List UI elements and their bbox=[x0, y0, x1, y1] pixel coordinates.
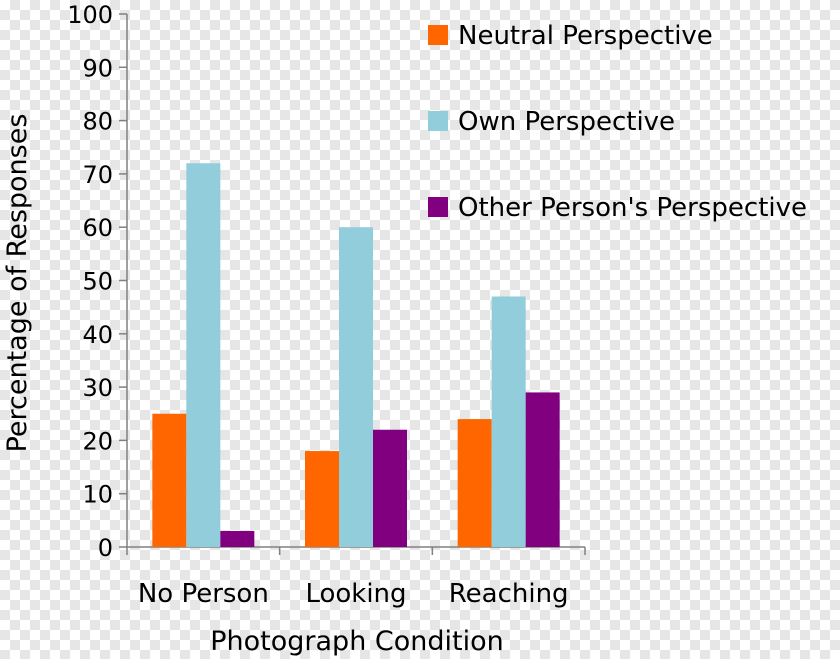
legend-swatch bbox=[428, 25, 448, 45]
bar bbox=[525, 392, 560, 547]
legend-swatch bbox=[428, 111, 448, 131]
bar bbox=[491, 296, 526, 547]
bar bbox=[339, 227, 373, 547]
y-tick-label: 20 bbox=[82, 427, 113, 455]
y-tick-label: 0 bbox=[98, 534, 113, 562]
legend-swatch bbox=[428, 197, 448, 217]
y-tick-label: 40 bbox=[82, 321, 113, 349]
legend-label: Own Perspective bbox=[458, 107, 675, 137]
bar bbox=[305, 451, 339, 547]
x-tick-label: No Person bbox=[138, 579, 269, 609]
bars bbox=[152, 163, 560, 548]
x-axis-title: Photograph Condition bbox=[210, 626, 503, 657]
y-axis: 0 10 20 30 40 50 60 70 80 90 100 bbox=[67, 1, 128, 562]
y-tick-label: 10 bbox=[82, 481, 113, 509]
y-tick-label: 100 bbox=[67, 1, 113, 29]
bar bbox=[373, 429, 407, 547]
bar bbox=[152, 413, 187, 547]
legend-label: Other Person's Perspective bbox=[458, 193, 807, 223]
y-axis-title: Percentage of Responses bbox=[2, 114, 33, 453]
x-tick-label: Reaching bbox=[449, 579, 569, 609]
legend: Neutral Perspective Own Perspective Other … bbox=[428, 21, 807, 223]
bar bbox=[186, 163, 221, 548]
y-tick-label: 30 bbox=[82, 374, 113, 402]
legend-label: Neutral Perspective bbox=[458, 21, 713, 51]
bar bbox=[457, 419, 492, 547]
y-tick-label: 50 bbox=[82, 268, 113, 296]
x-axis: No Person Looking Reaching bbox=[126, 546, 586, 609]
y-tick-label: 70 bbox=[82, 161, 113, 189]
y-tick-label: 90 bbox=[82, 54, 113, 82]
y-tick-label: 80 bbox=[82, 108, 113, 136]
y-tick-label: 60 bbox=[82, 214, 113, 242]
x-tick-label: Looking bbox=[305, 579, 406, 609]
bar bbox=[220, 531, 255, 547]
